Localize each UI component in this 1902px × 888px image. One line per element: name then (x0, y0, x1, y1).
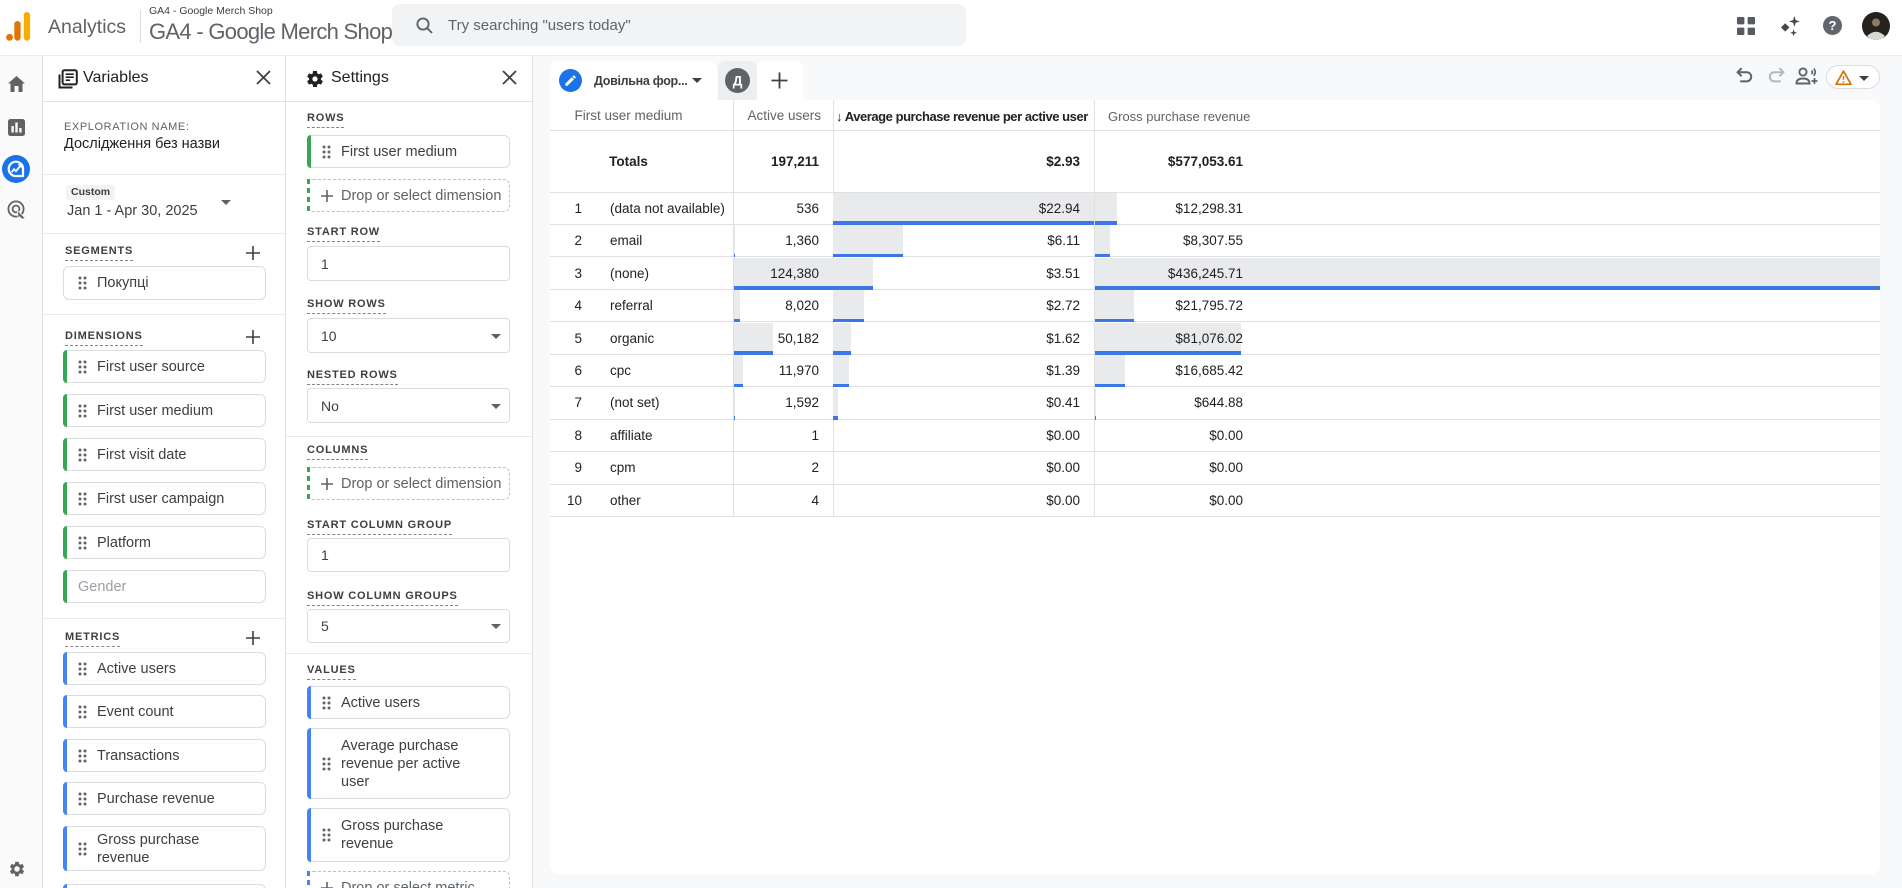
svg-text:?: ? (1829, 18, 1837, 33)
svg-text:Д: Д (733, 74, 743, 89)
